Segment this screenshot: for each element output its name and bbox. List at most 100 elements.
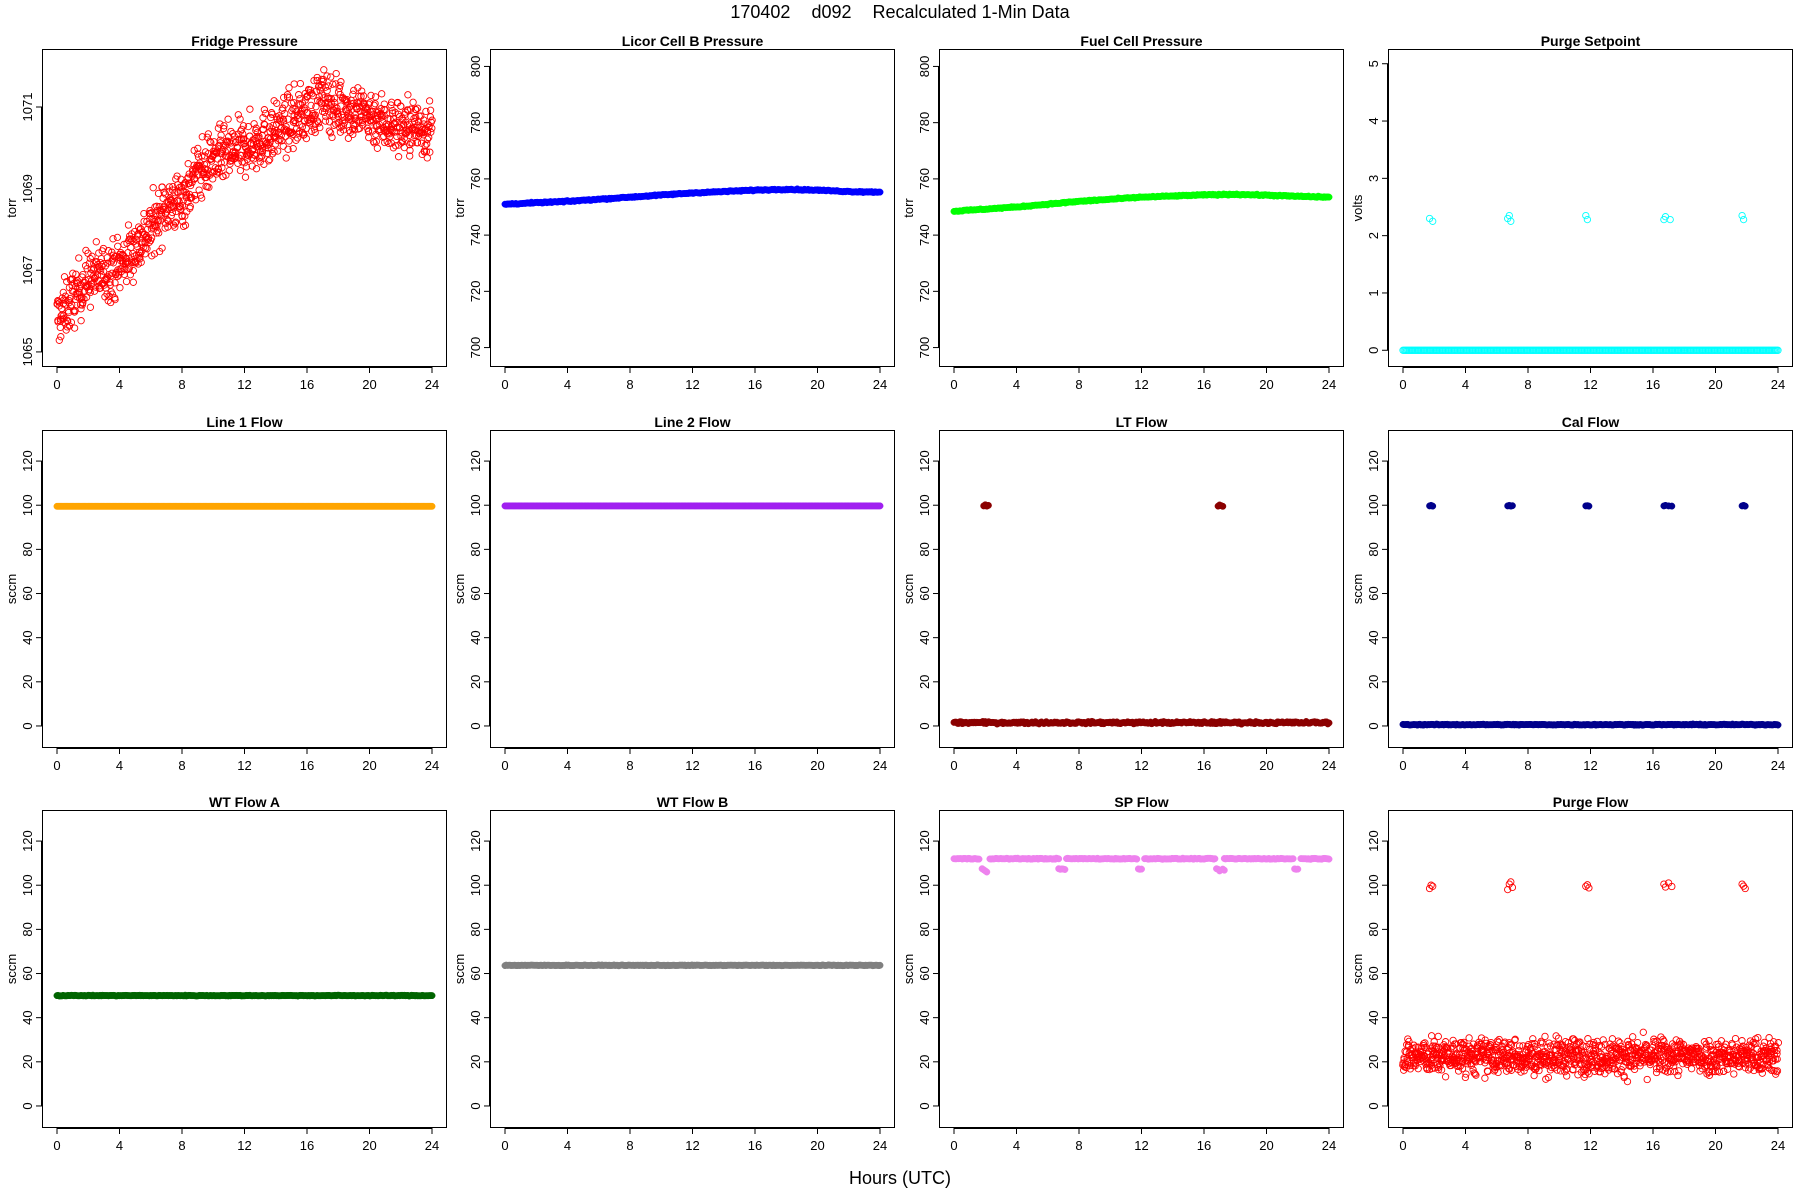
data-point <box>141 244 150 252</box>
data-point <box>350 86 358 95</box>
data-point <box>347 112 355 120</box>
data-point <box>1666 215 1674 224</box>
data-point <box>205 183 213 191</box>
data-point <box>344 134 353 142</box>
data-point <box>379 133 387 141</box>
y-tick-label: 0 <box>1366 347 1381 354</box>
data-point <box>368 115 377 124</box>
data-point <box>181 212 189 220</box>
data-point <box>320 66 328 74</box>
data-point <box>316 98 324 106</box>
y-tick-label: 5 <box>1366 60 1381 67</box>
x-tick-label: 20 <box>810 377 824 392</box>
panel-title: WT Flow A <box>209 794 280 810</box>
x-tick-label: 0 <box>950 758 957 773</box>
x-axis: 0 4 8 12 16 20 24 <box>1399 367 1785 392</box>
y-axis-label: sccm <box>901 954 916 984</box>
data-point <box>354 117 362 125</box>
y-axis-label: sccm <box>4 574 19 604</box>
data-point <box>240 135 248 143</box>
plot-frame <box>1388 430 1793 748</box>
plot-frame <box>42 810 447 1128</box>
y-tick-label: 0 <box>468 1102 483 1109</box>
x-tick-label: 8 <box>1075 758 1082 773</box>
data-point <box>144 234 153 242</box>
x-tick-label: 16 <box>1197 758 1211 773</box>
data-point <box>1437 1066 1446 1074</box>
data-point <box>984 501 992 509</box>
data-point <box>174 188 182 197</box>
data-point <box>246 105 254 113</box>
x-axis: 0 4 8 12 16 20 24 <box>1399 748 1785 773</box>
y-tick-label: 120 <box>20 450 35 472</box>
data-point <box>1055 855 1063 863</box>
x-tick-label: 16 <box>748 377 762 392</box>
data-point <box>329 80 337 88</box>
data-point <box>397 102 405 110</box>
data-point <box>1419 1040 1428 1048</box>
data-point <box>143 245 151 253</box>
x-tick-label: 16 <box>1197 1138 1211 1153</box>
data-point <box>1583 215 1592 224</box>
y-axis-label: sccm <box>4 954 19 984</box>
y-tick-label: 60 <box>917 966 932 980</box>
data-point <box>114 242 122 250</box>
data-point <box>357 92 365 100</box>
data-point <box>1138 865 1145 873</box>
y-tick-label: 20 <box>1366 1055 1381 1069</box>
data-point <box>279 104 287 112</box>
data-point <box>255 132 263 141</box>
data-point <box>339 113 347 122</box>
y-tick-label: 120 <box>1366 830 1381 852</box>
data-point <box>79 298 87 307</box>
data-point <box>369 137 378 146</box>
y-tick-label: 0 <box>20 1102 35 1109</box>
data-point <box>364 126 373 135</box>
data-point <box>273 99 281 107</box>
data-point <box>1738 211 1746 220</box>
data-point <box>163 215 171 224</box>
data-point <box>1421 1039 1429 1047</box>
data-point <box>975 855 983 863</box>
data-point <box>313 117 322 125</box>
y-tick-label: 60 <box>468 586 483 600</box>
x-tick-label: 12 <box>1134 1138 1148 1153</box>
data-point <box>1488 1046 1496 1054</box>
y-tick-label: 20 <box>917 1055 932 1069</box>
data-point <box>261 121 269 129</box>
y-tick-label: 20 <box>20 675 35 689</box>
y-tick-label: 60 <box>1366 586 1381 600</box>
x-tick-label: 24 <box>1771 377 1785 392</box>
y-tick-label: 780 <box>917 112 932 134</box>
data-point <box>383 126 392 134</box>
x-tick-label: 16 <box>300 758 314 773</box>
data-point <box>394 153 403 161</box>
data-point <box>426 148 434 156</box>
x-tick-label: 24 <box>1771 758 1785 773</box>
y-tick-label: 100 <box>917 874 932 896</box>
data-point <box>1774 721 1782 729</box>
x-tick-label: 4 <box>116 1138 123 1153</box>
y-axis-label: volts <box>1350 194 1365 221</box>
data-point <box>111 279 119 287</box>
data-point <box>296 95 304 103</box>
data-point <box>343 95 351 104</box>
data-point <box>290 80 298 88</box>
data-point <box>155 229 163 237</box>
data-point <box>311 128 319 137</box>
data-point <box>147 234 156 242</box>
data-point <box>172 218 180 226</box>
y-tick-label: 1065 <box>20 337 35 366</box>
data-point <box>103 290 111 298</box>
y-tick-label: 20 <box>1366 675 1381 689</box>
plot-frame <box>1388 810 1793 1128</box>
data-point <box>367 91 375 100</box>
data-point <box>426 106 435 114</box>
